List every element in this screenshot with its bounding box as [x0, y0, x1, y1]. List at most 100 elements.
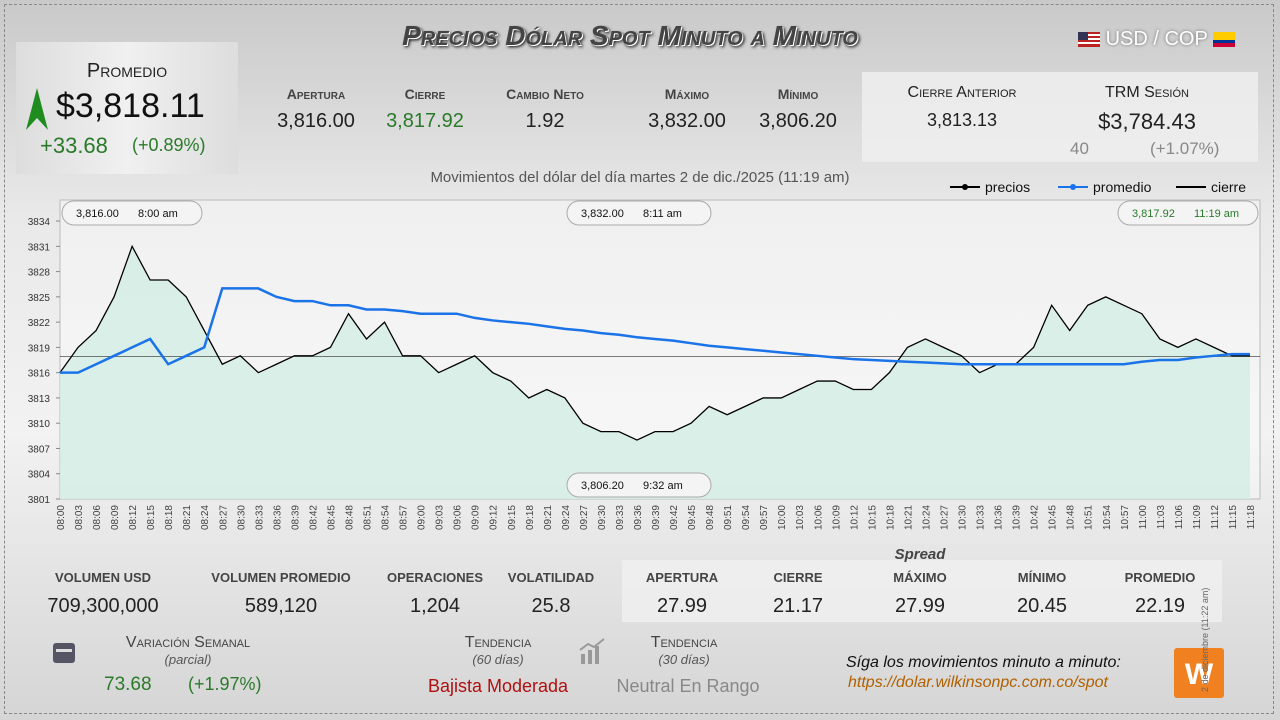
currency-pair: USD / COP	[1078, 28, 1235, 51]
y-tick-label: 3822	[28, 318, 51, 329]
annotation-value: 3,806.20	[581, 480, 624, 492]
x-tick-label: 08:18	[164, 505, 175, 530]
up-arrow	[26, 88, 48, 130]
trm-pct: (+1.07%)	[1150, 139, 1220, 158]
spread-label: Apertura	[645, 570, 719, 585]
annotation: 3,817.92 11:19 am	[1117, 200, 1259, 226]
x-tick-label: 10:42	[1030, 505, 1041, 530]
x-tick-label: 10:03	[795, 505, 806, 530]
footer-date: 2 de diciembre (11:22 am)	[1200, 587, 1210, 692]
x-tick-label: 08:09	[110, 505, 121, 530]
x-tick-label: 10:12	[849, 505, 860, 530]
us-flag	[1078, 32, 1100, 47]
trm-change: 40	[1070, 139, 1089, 158]
y-tick-label: 3801	[28, 495, 51, 506]
x-tick-label: 11:03	[1156, 505, 1167, 530]
x-tick-label: 11:12	[1210, 505, 1221, 530]
semanal-label: Variación Semanal	[125, 634, 251, 651]
y-tick-label: 3813	[28, 394, 51, 405]
x-tick-label: 09:57	[759, 505, 770, 530]
x-tick-label: 10:45	[1048, 505, 1059, 530]
x-tick-label: 09:09	[471, 505, 482, 530]
co-flag	[1213, 32, 1235, 47]
promedio-value: $3,818.11	[56, 87, 205, 125]
semanal-value: 73.68	[104, 674, 152, 695]
volume-value: 25.8	[531, 595, 571, 617]
x-tick-label: 10:36	[994, 505, 1005, 530]
x-tick-label: 09:45	[687, 505, 698, 530]
x-tick-label: 10:57	[1120, 505, 1131, 530]
stat-label: Mínimo	[777, 86, 819, 102]
series-line	[60, 287, 1250, 374]
y-tick-label: 3819	[28, 343, 51, 354]
x-tick-label: 10:27	[939, 505, 950, 530]
x-tick-label: 08:27	[218, 505, 229, 530]
x-tick-label: 11:15	[1228, 505, 1239, 530]
x-tick-label: 10:48	[1066, 505, 1077, 530]
annotation-box	[1117, 200, 1259, 226]
stat-label: Máximo	[664, 86, 710, 102]
price-area	[60, 246, 1250, 499]
x-tick-label: 09:33	[615, 505, 626, 530]
stat-label: Cierre	[404, 86, 446, 102]
x-tick-label: 09:15	[507, 505, 518, 530]
spread-label: Promedio	[1124, 570, 1196, 585]
volume-value: 709,300,000	[47, 595, 159, 617]
x-tick-label: 08:36	[272, 505, 283, 530]
annotation: 3,832.00 8:11 am	[566, 200, 712, 226]
y-tick-label: 3807	[28, 444, 51, 455]
cierre-anterior-label: Cierre Anterior	[907, 84, 1017, 101]
x-tick-label: 10:09	[831, 505, 842, 530]
volume-value: 1,204	[409, 595, 461, 617]
x-tick-label: 11:09	[1192, 505, 1203, 530]
annotation-time: 11:19 am	[1194, 208, 1239, 220]
frame	[4, 4, 1274, 714]
x-tick-label: 09:42	[669, 505, 680, 530]
x-tick-label: 09:39	[651, 505, 662, 530]
annotation-value: 3,816.00	[76, 208, 119, 220]
y-tick-label: 3810	[28, 419, 51, 430]
annotation: 3,806.20 9:32 am	[566, 472, 712, 498]
stat-value: 3,816.00	[277, 110, 355, 132]
y-tick-label: 3828	[28, 268, 51, 279]
x-tick-label: 08:15	[146, 505, 157, 530]
tendencia60-label: Tendencia	[464, 634, 532, 651]
x-tick-label: 09:27	[579, 505, 590, 530]
footer-url[interactable]: https://dolar.wilkinsonpc.com.co/spot	[848, 674, 1108, 691]
x-tick-label: 09:48	[705, 505, 716, 530]
semanal-note: (parcial)	[164, 652, 212, 667]
annotation-box	[566, 200, 712, 226]
chart-icon	[579, 638, 605, 664]
x-tick-label: 08:51	[363, 505, 374, 530]
x-tick-label: 08:48	[344, 505, 355, 530]
x-tick-label: 08:00	[56, 505, 67, 530]
pair-text: USD / COP	[1105, 28, 1208, 50]
x-tick-label: 09:30	[597, 505, 608, 530]
legend-label: cierre	[1211, 179, 1246, 195]
x-tick-label: 10:54	[1102, 505, 1113, 530]
promedio-pct: (+0.89%)	[132, 135, 206, 155]
stat-label: Cambio Neto	[506, 86, 584, 102]
x-tick-label: 08:06	[92, 505, 103, 530]
y-tick-label: 3825	[28, 293, 51, 304]
promedio-label: Promedio	[86, 60, 168, 82]
x-tick-label: 09:24	[561, 505, 572, 530]
x-tick-label: 09:12	[489, 505, 500, 530]
logo: W	[1174, 648, 1224, 698]
volume-value: 589,120	[244, 595, 318, 617]
promedio-change: +33.68	[40, 133, 108, 158]
volume-label: Volatilidad	[507, 570, 595, 585]
x-tick-label: 09:36	[633, 505, 644, 530]
x-tick-label: 11:18	[1246, 505, 1257, 530]
x-tick-label: 10:51	[1084, 505, 1095, 530]
tendencia30-note: (30 días)	[658, 652, 710, 667]
spread-value: 27.99	[894, 595, 946, 617]
spread-value: 27.99	[656, 595, 708, 617]
x-tick-label: 09:54	[741, 505, 752, 530]
tendencia30-label: Tendencia	[650, 634, 718, 651]
x-tick-label: 08:39	[290, 505, 301, 530]
stat-value: 3,832.00	[648, 110, 726, 132]
annotation: 3,816.00 8:00 am	[61, 200, 203, 226]
x-tick-label: 08:54	[381, 505, 392, 530]
